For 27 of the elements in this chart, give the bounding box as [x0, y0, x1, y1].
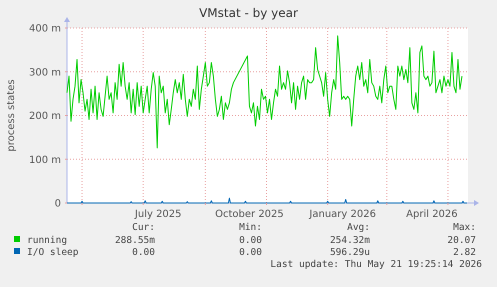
- text: 254.32m: [330, 235, 370, 246]
- x-tick-label: October 2025: [215, 209, 284, 220]
- y-tick-label: 100 m: [28, 154, 61, 166]
- y-tick-label: 200 m: [28, 111, 61, 122]
- text: 0.00: [239, 235, 262, 246]
- text: 0.00: [132, 247, 156, 258]
- text: Avg:: [347, 222, 370, 233]
- y-tick-label: 0: [54, 198, 61, 210]
- text: 2.82: [453, 247, 476, 258]
- y-tick-label: 300 m: [28, 67, 61, 78]
- text: 596.29u: [330, 247, 370, 258]
- legend-label: running: [27, 235, 68, 246]
- chart-title: VMstat - by year: [199, 6, 298, 20]
- text: Max:: [453, 222, 476, 233]
- x-tick-label: July 2025: [134, 209, 182, 220]
- x-tick-label: April 2026: [406, 209, 458, 220]
- text: Min:: [239, 222, 262, 233]
- text: 0.00: [239, 247, 262, 258]
- legend-label: I/O sleep: [27, 247, 79, 258]
- y-tick-label: 400 m: [28, 24, 61, 34]
- text: Cur:: [132, 222, 155, 233]
- line-series: [66, 35, 462, 148]
- text: 20.07: [447, 235, 476, 246]
- text: 288.55m: [114, 235, 156, 246]
- x-tick-label: January 2026: [308, 209, 376, 220]
- text: Last update: Thu May 21 19:25:14 2026: [270, 259, 482, 270]
- y-axis-title: process states: [6, 79, 17, 152]
